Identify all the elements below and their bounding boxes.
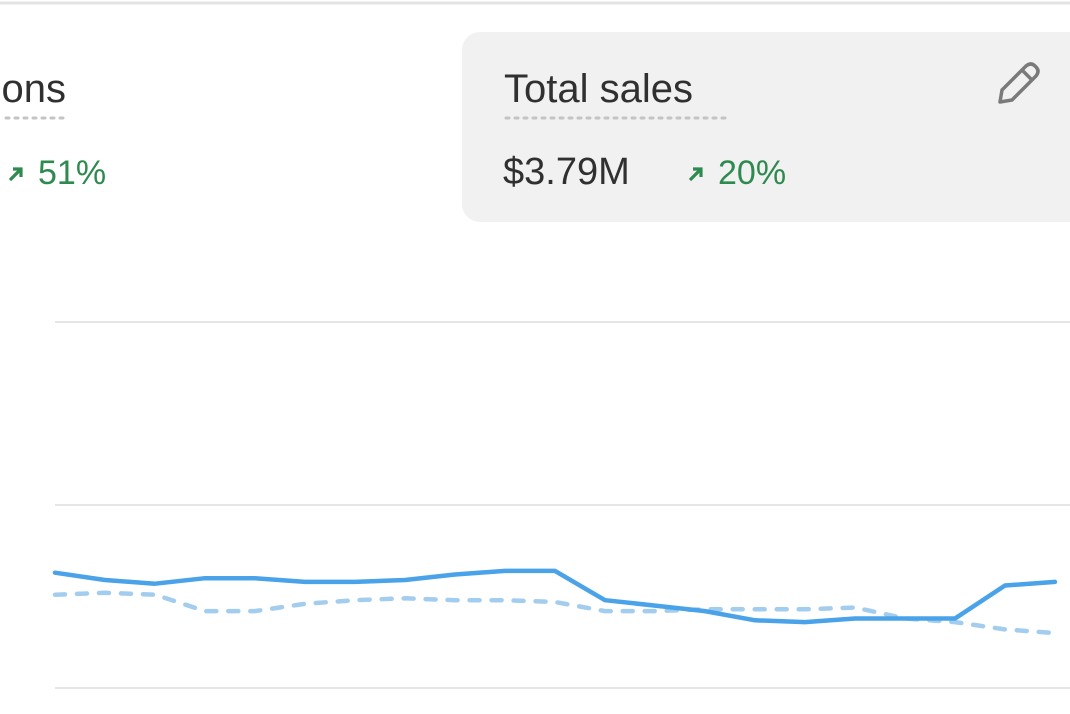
series-line xyxy=(52,568,1058,625)
metric-change: 51% xyxy=(38,154,106,192)
series-line xyxy=(52,590,1058,636)
trend-up-icon xyxy=(688,167,703,182)
metric-value: $3.79M xyxy=(503,151,630,193)
pencil-icon xyxy=(998,62,1040,104)
edit-button[interactable] xyxy=(998,62,1040,104)
metric-label: ons xyxy=(2,67,67,111)
trend-up-icon xyxy=(8,167,23,182)
metric-card[interactable] xyxy=(462,32,1070,222)
metric-change: 20% xyxy=(718,154,786,192)
metric-label: Total sales xyxy=(504,67,693,111)
